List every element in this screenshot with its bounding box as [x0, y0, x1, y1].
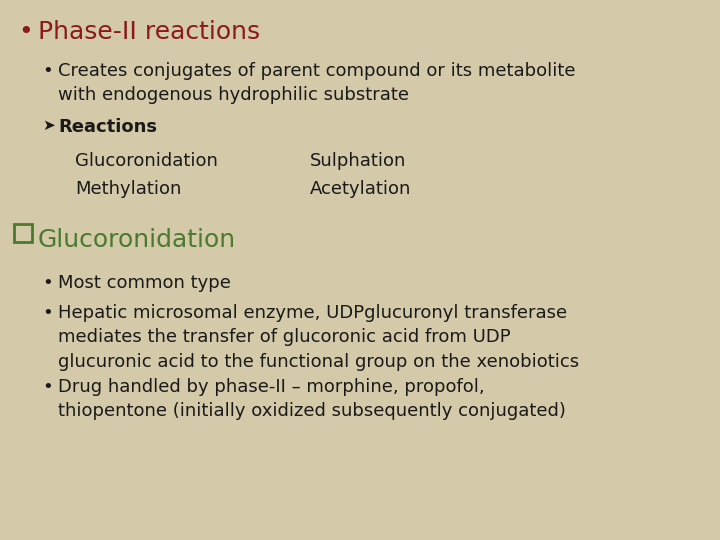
Text: Glucoronidation: Glucoronidation [75, 152, 218, 170]
Text: Most common type: Most common type [58, 274, 231, 292]
Text: Acetylation: Acetylation [310, 180, 411, 198]
Text: Creates conjugates of parent compound or its metabolite
with endogenous hydrophi: Creates conjugates of parent compound or… [58, 62, 575, 104]
Text: Sulphation: Sulphation [310, 152, 406, 170]
Text: •: • [42, 274, 53, 292]
Text: Phase-II reactions: Phase-II reactions [38, 20, 260, 44]
Text: •: • [42, 378, 53, 396]
Text: ➤: ➤ [42, 118, 55, 133]
Text: •: • [18, 20, 32, 44]
Bar [14, 224, 32, 242]
Text: Glucoronidation: Glucoronidation [38, 228, 236, 252]
Text: Hepatic microsomal enzyme, UDPglucuronyl transferase
mediates the transfer of gl: Hepatic microsomal enzyme, UDPglucuronyl… [58, 304, 579, 370]
Text: Methylation: Methylation [75, 180, 181, 198]
Text: Drug handled by phase-II – morphine, propofol,
thiopentone (initially oxidized s: Drug handled by phase-II – morphine, pro… [58, 378, 566, 420]
Text: •: • [42, 304, 53, 322]
Text: Reactions: Reactions [58, 118, 157, 136]
Text: •: • [42, 62, 53, 80]
